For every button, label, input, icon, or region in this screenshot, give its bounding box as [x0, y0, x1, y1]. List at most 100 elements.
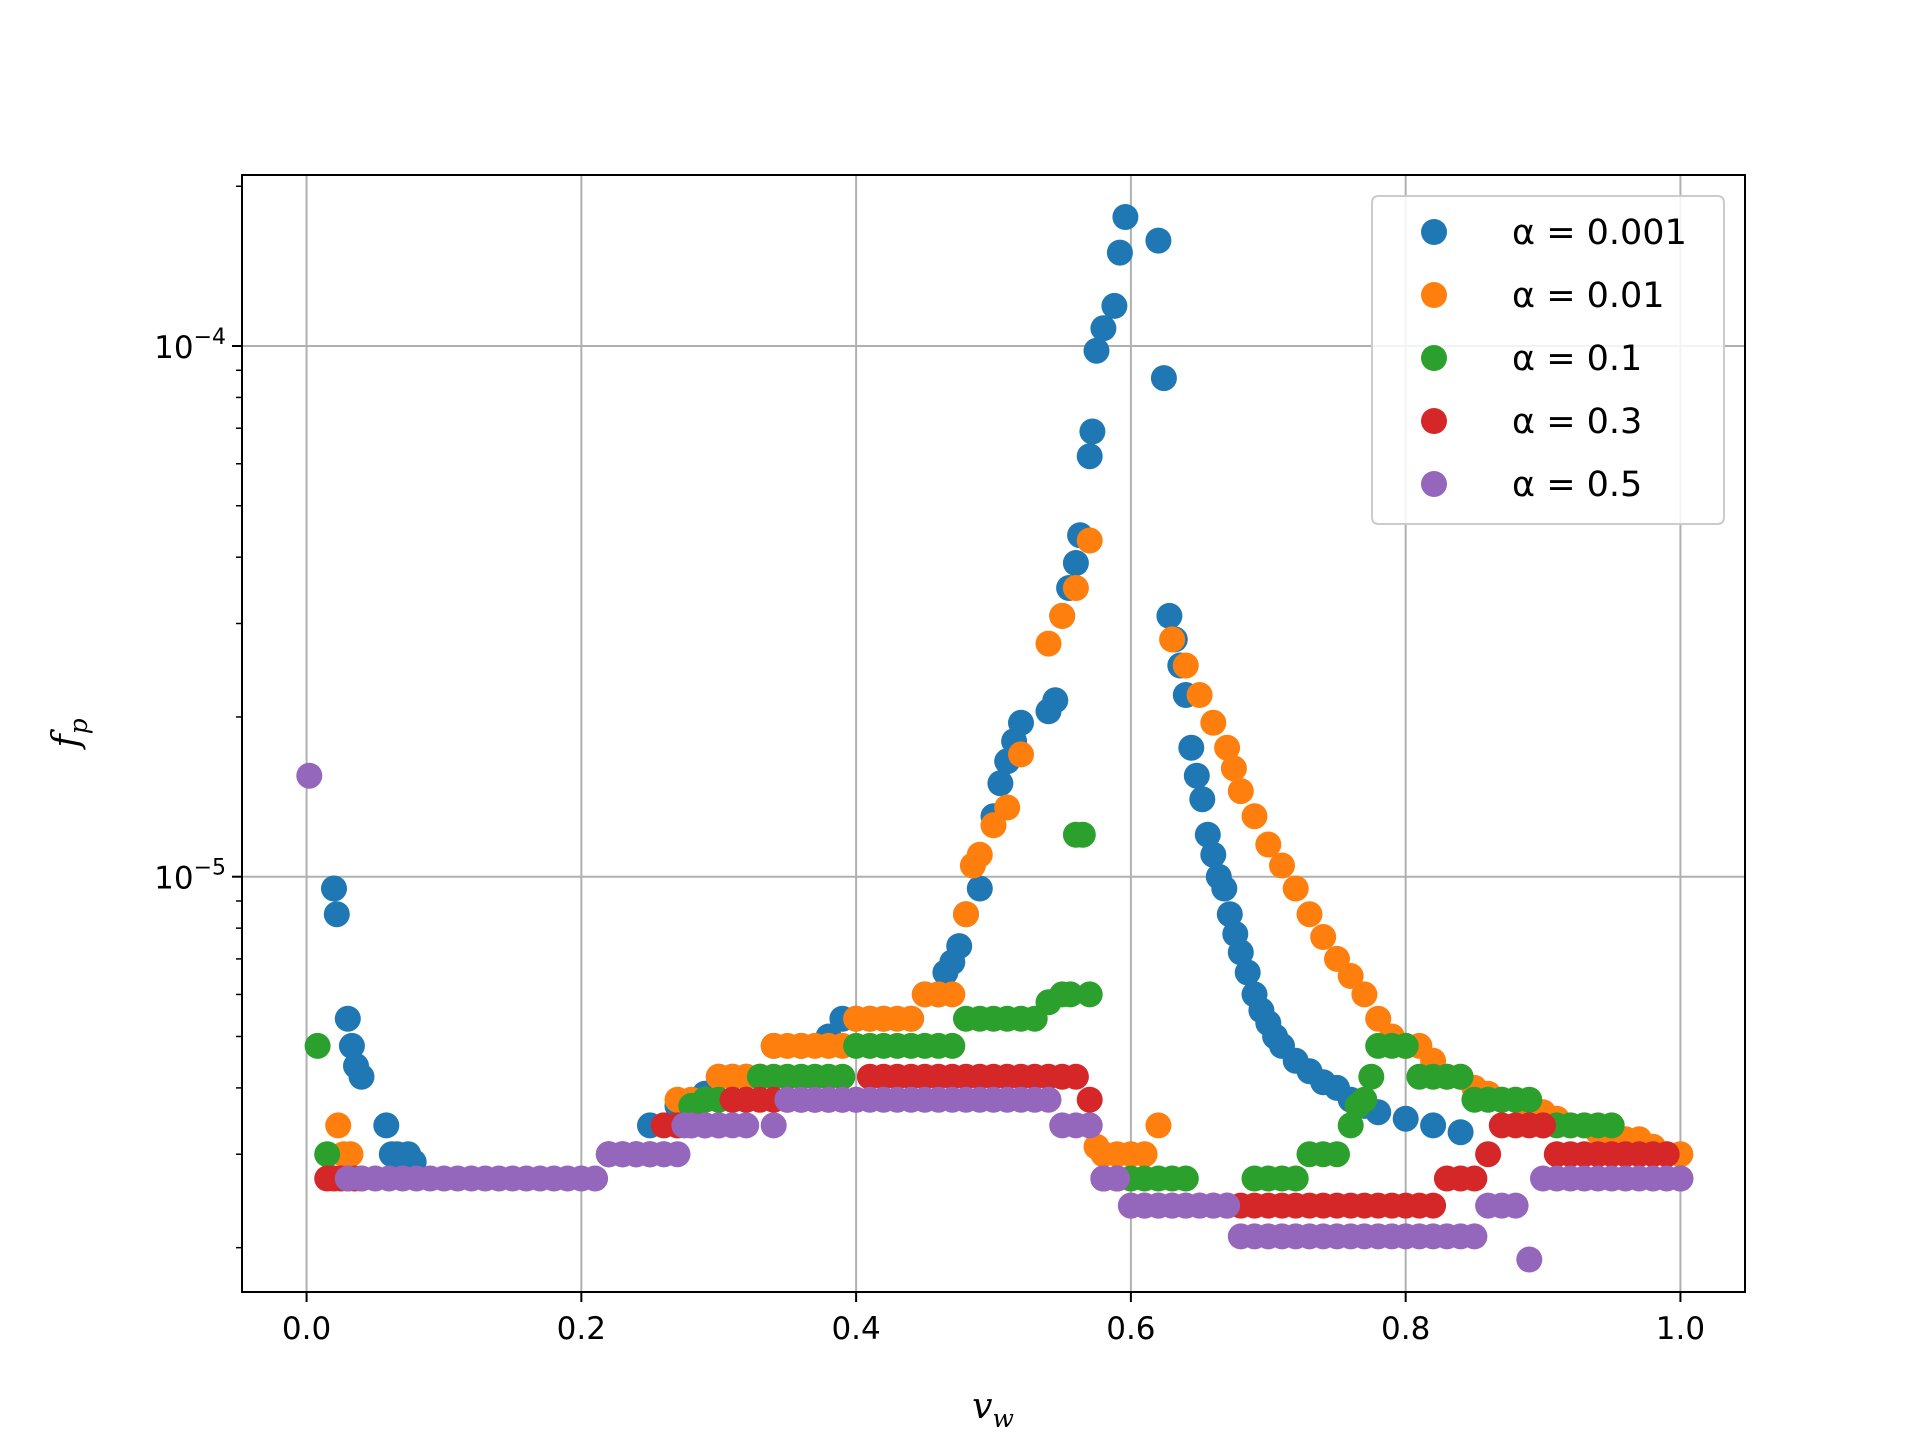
- data-point: [1112, 204, 1139, 230]
- data-point: [1057, 981, 1084, 1008]
- x-tick-label: 0.6: [1106, 1311, 1155, 1347]
- data-point: [1461, 1223, 1488, 1250]
- data-point: [1420, 1112, 1447, 1139]
- data-point: [348, 1063, 375, 1090]
- data-point: [994, 794, 1021, 821]
- data-point: [1234, 959, 1261, 986]
- plot-frame: [241, 174, 1746, 1293]
- data-point: [1365, 1005, 1392, 1032]
- data-point: [1076, 1086, 1103, 1113]
- data-point: [1076, 981, 1103, 1008]
- data-point: [1079, 418, 1106, 445]
- data-point: [966, 841, 993, 868]
- data-point: [987, 770, 1014, 797]
- data-point: [334, 1005, 361, 1032]
- data-point: [1241, 803, 1268, 830]
- data-point: [1035, 630, 1062, 657]
- data-point: [1200, 841, 1227, 868]
- data-point: [1269, 852, 1295, 879]
- data-point: [829, 1063, 856, 1090]
- data-point: [337, 1141, 364, 1168]
- data-point: [939, 1032, 966, 1059]
- data-point: [373, 1112, 400, 1139]
- data-point: [296, 762, 323, 789]
- legend-marker: [1421, 345, 1447, 371]
- data-point: [1296, 901, 1323, 928]
- data-point: [1392, 1032, 1419, 1059]
- data-point: [1156, 602, 1183, 629]
- legend-label: α = 0.001: [1512, 213, 1687, 253]
- data-point: [1516, 1086, 1543, 1113]
- legend-marker: [1421, 471, 1447, 497]
- x-tick-label: 1.0: [1656, 1311, 1705, 1347]
- y-tick-label: 10−4: [154, 325, 226, 366]
- data-point: [1214, 734, 1241, 761]
- data-point: [760, 1112, 787, 1139]
- data-point: [1227, 778, 1254, 805]
- axis-ticks: 0.0 0.2 0.4 0.6 0.8 1.0 10−5 10−4: [154, 185, 1705, 1347]
- data-point: [1255, 831, 1282, 858]
- data-point: [1194, 821, 1221, 848]
- data-point: [939, 981, 966, 1008]
- data-point: [323, 901, 350, 928]
- data-point: [1282, 875, 1309, 902]
- data-point: [1186, 682, 1213, 708]
- legend-label: α = 0.5: [1512, 465, 1642, 505]
- data-point: [1008, 709, 1034, 736]
- data-point: [1502, 1192, 1529, 1219]
- data-point: [325, 1112, 352, 1139]
- data-point: [1351, 981, 1378, 1008]
- data-point: [1062, 1063, 1089, 1090]
- data-point: [1475, 1141, 1502, 1168]
- data-point: [1189, 786, 1216, 813]
- data-point: [1106, 239, 1133, 266]
- data-point: [1172, 652, 1199, 679]
- data-point: [1172, 1165, 1199, 1192]
- data-point: [1220, 755, 1247, 782]
- data-point: [1069, 821, 1096, 848]
- data-point: [1131, 1141, 1158, 1168]
- data-point: [1042, 687, 1069, 714]
- data-point: [304, 1032, 331, 1059]
- data-point: [1145, 1112, 1172, 1139]
- data-point: [314, 1141, 341, 1168]
- data-point: [1083, 337, 1110, 364]
- data-point: [953, 901, 979, 928]
- data-point: [1150, 365, 1177, 392]
- data-point: [1200, 709, 1227, 736]
- legend-label: α = 0.01: [1512, 276, 1665, 316]
- legend-marker: [1421, 219, 1447, 245]
- data-point: [1062, 575, 1089, 601]
- data-point: [1667, 1165, 1694, 1192]
- data-point: [582, 1165, 609, 1192]
- data-point: [1530, 1112, 1556, 1139]
- data-point: [1447, 1063, 1474, 1090]
- x-tick-label: 0.0: [282, 1311, 331, 1347]
- data-point: [1159, 626, 1186, 653]
- legend-label: α = 0.1: [1512, 339, 1642, 379]
- data-point: [1076, 1112, 1103, 1139]
- data-point: [1049, 602, 1076, 629]
- data-point: [321, 875, 347, 902]
- data-point: [1420, 1192, 1447, 1219]
- data-point: [1101, 292, 1128, 319]
- data-point: [898, 1005, 925, 1032]
- data-point: [733, 1112, 760, 1139]
- data-point: [1076, 527, 1103, 554]
- data-point: [980, 812, 1007, 839]
- data-point: [1392, 1105, 1419, 1132]
- data-point: [1076, 443, 1103, 470]
- data-point: [1516, 1246, 1543, 1273]
- data-point: [1035, 1086, 1062, 1113]
- data-point: [1211, 875, 1238, 902]
- data-point: [1178, 734, 1205, 761]
- data-point: [1282, 1165, 1309, 1192]
- data-point: [946, 933, 973, 960]
- data-point: [1227, 939, 1254, 966]
- x-tick-label: 0.4: [831, 1311, 880, 1347]
- data-point: [1104, 1165, 1131, 1192]
- data-point: [1216, 901, 1243, 928]
- legend-label: α = 0.3: [1512, 402, 1642, 442]
- data-point: [1598, 1112, 1625, 1139]
- data-points: [296, 204, 1694, 1273]
